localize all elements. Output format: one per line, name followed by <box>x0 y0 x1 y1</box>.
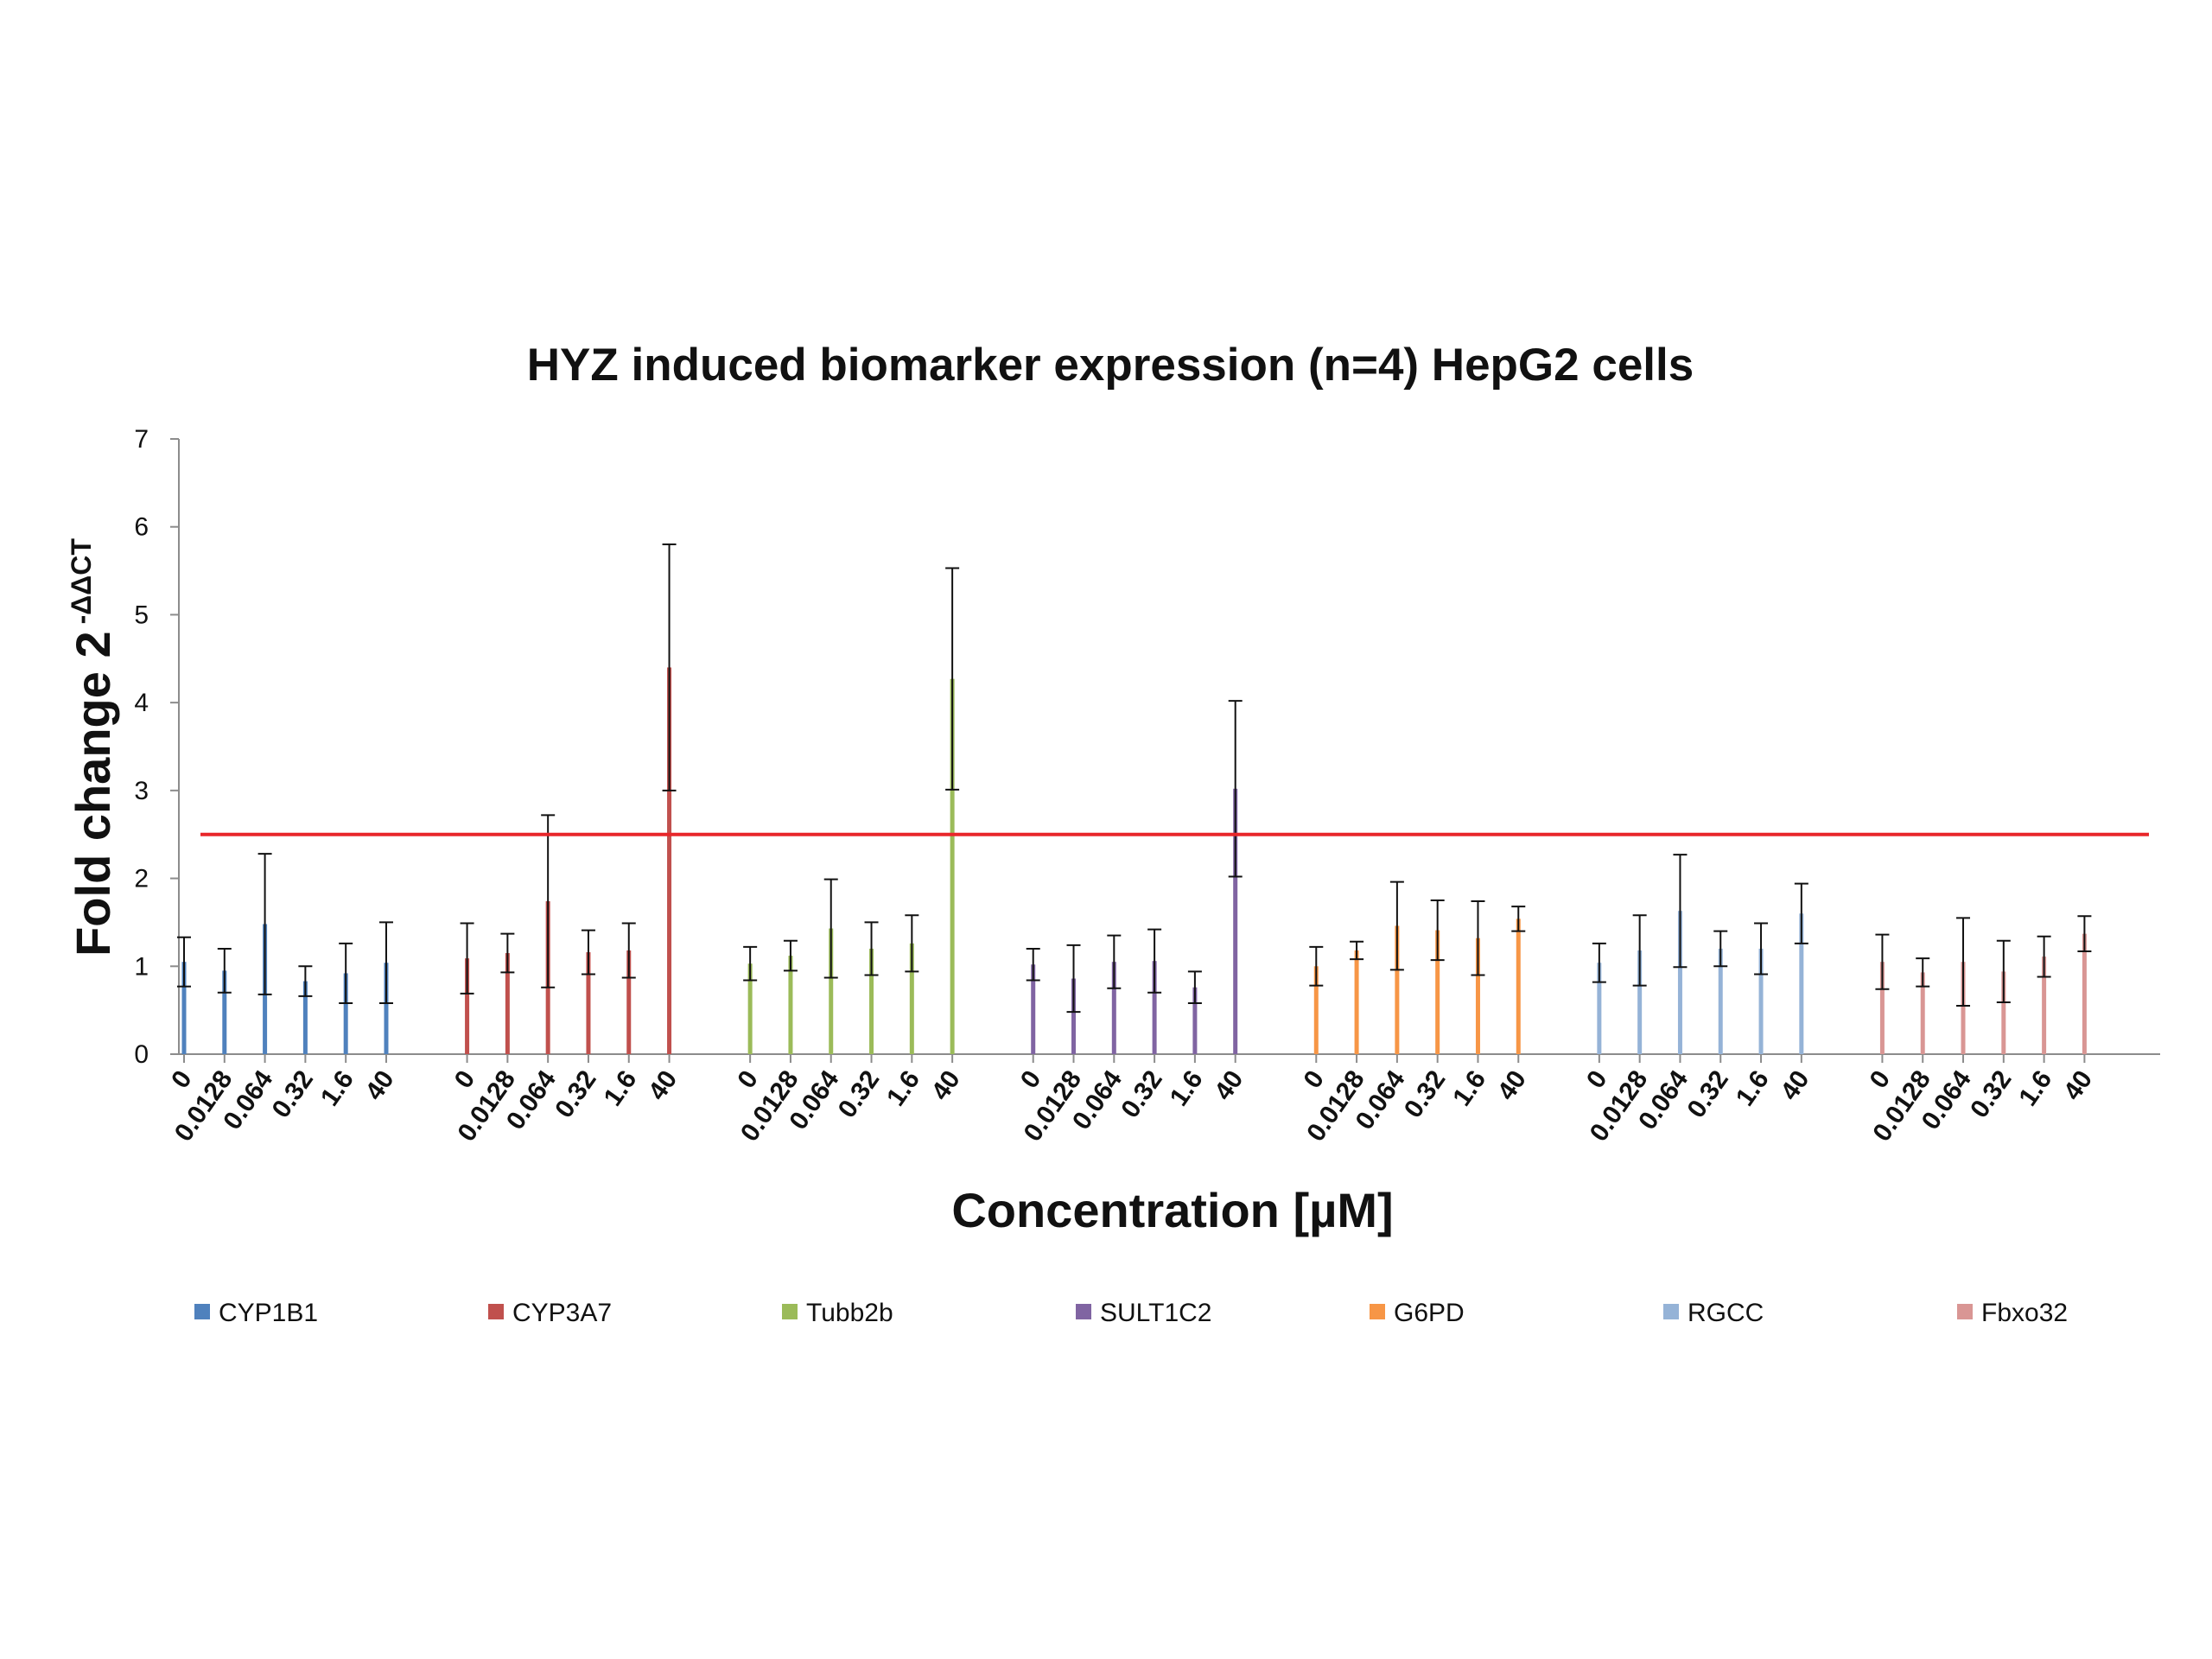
bar <box>1395 925 1400 1054</box>
bar <box>1233 788 1238 1054</box>
x-tick-label: 40 <box>1209 1065 1249 1105</box>
x-tick-label: 0 <box>1581 1065 1613 1094</box>
bar <box>1677 911 1682 1054</box>
x-tick-label: 0.32 <box>1116 1065 1168 1123</box>
x-tick-label: 40 <box>2058 1065 2098 1105</box>
legend-label: SULT1C2 <box>1100 1299 1212 1327</box>
y-tick-label: 7 <box>134 425 149 454</box>
x-tick-label: 40 <box>1492 1065 1532 1105</box>
bar <box>384 963 389 1054</box>
legend-label: CYP1B1 <box>219 1299 318 1327</box>
legend-swatch <box>1957 1304 1973 1319</box>
x-tick-label: 40 <box>643 1065 683 1105</box>
bar <box>1071 978 1077 1054</box>
bar <box>586 952 591 1054</box>
bar <box>667 667 672 1054</box>
bar <box>2042 957 2047 1054</box>
bar <box>1920 972 1925 1054</box>
bar <box>1637 950 1643 1054</box>
bar <box>1111 962 1116 1054</box>
y-axis-label-superscript: -ΔΔCT <box>66 538 97 625</box>
y-tick-label: 1 <box>134 952 149 981</box>
x-axis-label: Concentration [µM] <box>951 1183 1393 1237</box>
y-tick-label: 4 <box>134 689 149 717</box>
bar <box>747 963 753 1054</box>
bar <box>343 973 348 1054</box>
x-tick-label: 0 <box>1298 1065 1330 1094</box>
x-tick-label: 0 <box>166 1065 198 1094</box>
bar <box>829 928 834 1054</box>
x-tick-label: 0.32 <box>267 1065 320 1123</box>
bar <box>222 970 227 1054</box>
x-tick-label: 1.6 <box>315 1065 359 1111</box>
legend-swatch <box>782 1304 798 1319</box>
legend-label: Tubb2b <box>806 1299 893 1327</box>
x-tick-label: 1.6 <box>1165 1065 1209 1111</box>
bar <box>1031 964 1036 1054</box>
bar <box>1799 913 1804 1054</box>
x-tick-label: 1.6 <box>881 1065 925 1111</box>
x-tick-label: 0.32 <box>1681 1065 1734 1123</box>
bar <box>181 962 187 1054</box>
chart-title: HYZ induced biomarker expression (n=4) H… <box>527 340 1694 391</box>
bar <box>788 956 793 1054</box>
bar <box>1192 987 1198 1054</box>
bar <box>1718 948 1723 1054</box>
x-tick-label: 0 <box>1015 1065 1047 1094</box>
bar <box>465 958 470 1054</box>
x-tick-label: 0.32 <box>1399 1065 1452 1123</box>
bar <box>2001 971 2006 1054</box>
bar <box>1435 930 1440 1054</box>
legend-swatch <box>1663 1304 1679 1319</box>
x-tick-label: 0.32 <box>550 1065 602 1123</box>
y-tick-label: 6 <box>134 513 149 542</box>
legend-swatch <box>1370 1304 1385 1319</box>
legend: CYP1B1 CYP3A7 Tubb2b SULT1C2 G6PD RGCC Fbxo32 <box>194 1299 2068 1327</box>
x-tick-label: 0.32 <box>1965 1065 2018 1123</box>
bar <box>1758 948 1764 1054</box>
bar <box>909 943 914 1054</box>
svg-text:Fold change 2-ΔΔCT: Fold change 2 -ΔΔCT <box>66 538 120 957</box>
bar <box>1516 918 1521 1054</box>
x-tick-label: 0.32 <box>833 1065 886 1123</box>
bar <box>1313 966 1319 1054</box>
legend-label: RGCC <box>1688 1299 1764 1327</box>
x-tick-label: 40 <box>1775 1065 1815 1105</box>
legend-label: CYP3A7 <box>512 1299 612 1327</box>
bar <box>2082 933 2087 1054</box>
legend-label: Fbxo32 <box>1981 1299 2068 1327</box>
bar <box>626 950 632 1054</box>
legend-swatch <box>488 1304 504 1319</box>
legend-swatch <box>1076 1304 1091 1319</box>
bar <box>950 678 955 1054</box>
x-tick-label: 40 <box>360 1065 400 1105</box>
bar <box>1597 963 1602 1054</box>
x-tick-label: 1.6 <box>1731 1065 1775 1111</box>
x-tick-label: 0 <box>732 1065 764 1094</box>
x-tick-label: 1.6 <box>1447 1065 1491 1111</box>
bar <box>1152 961 1157 1054</box>
bar <box>1961 962 1966 1054</box>
y-tick-label: 3 <box>134 777 149 805</box>
bar <box>1354 950 1359 1054</box>
x-tick-label: 1.6 <box>2013 1065 2057 1111</box>
bar <box>1475 938 1480 1054</box>
legend-swatch <box>194 1304 210 1319</box>
x-tick-label: 40 <box>926 1065 966 1105</box>
y-tick-label: 0 <box>134 1040 149 1069</box>
x-tick-label: 0 <box>1865 1065 1897 1094</box>
y-axis-label-main: Fold change 2 <box>66 631 120 957</box>
y-tick-label: 5 <box>134 601 149 629</box>
bar <box>505 953 510 1054</box>
bar <box>869 948 874 1054</box>
legend-label: G6PD <box>1394 1299 1465 1327</box>
x-tick-label: 1.6 <box>599 1065 643 1111</box>
bar <box>1879 962 1885 1054</box>
y-tick-label: 2 <box>134 865 149 893</box>
bar <box>302 981 308 1054</box>
y-axis-label: Fold change 2 -ΔΔCT <box>66 538 120 957</box>
x-tick-label: 0 <box>449 1065 481 1094</box>
